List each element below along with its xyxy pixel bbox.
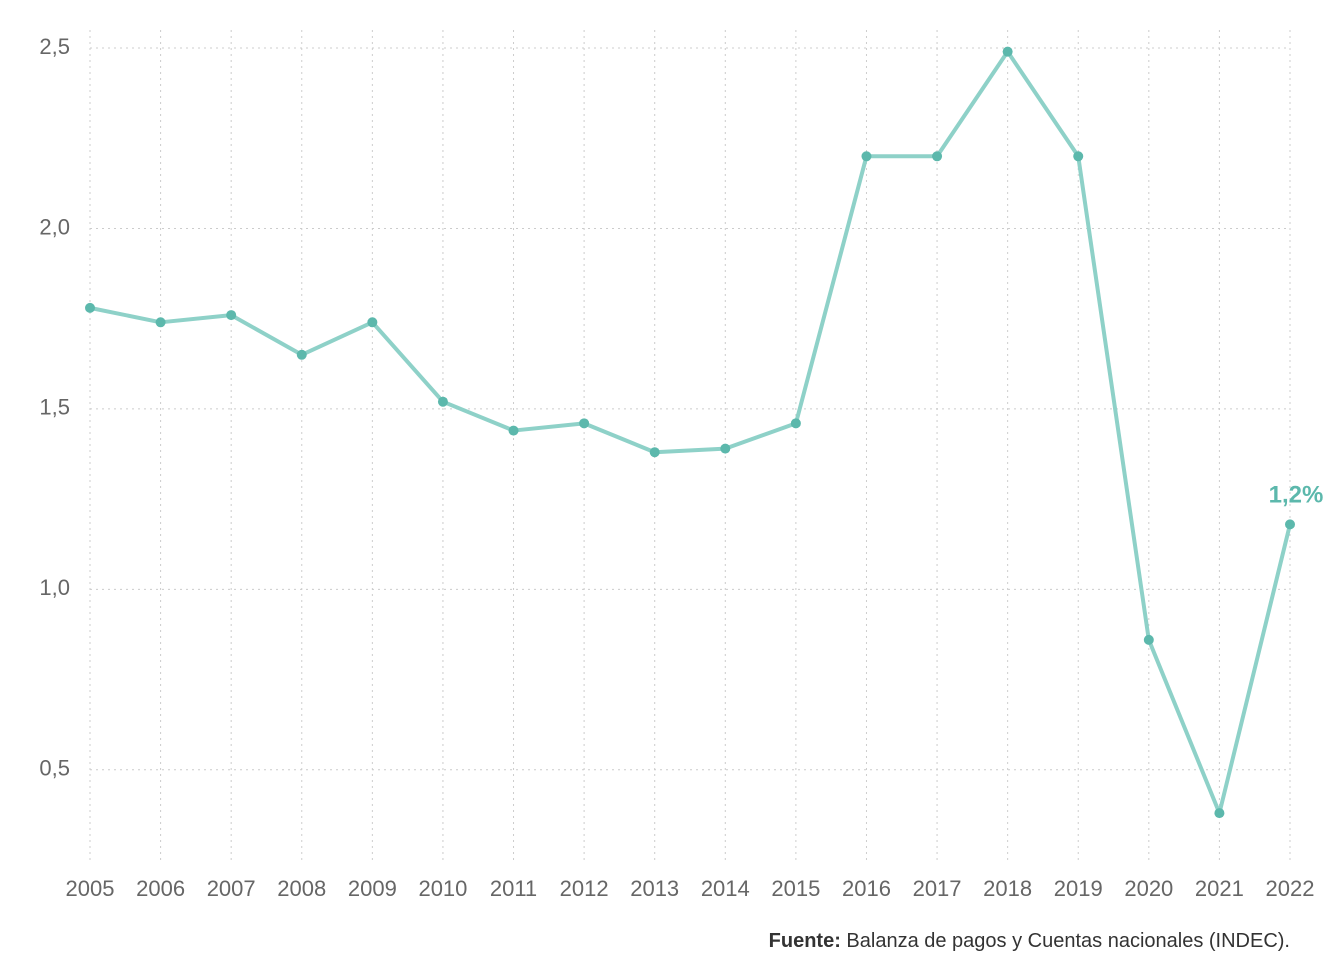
data-point: [932, 151, 942, 161]
x-tick-label: 2022: [1266, 876, 1315, 901]
source-value: Balanza de pagos y Cuentas nacionales (I…: [841, 930, 1290, 952]
x-tick-label: 2012: [560, 876, 609, 901]
x-tick-label: 2009: [348, 876, 397, 901]
data-point: [861, 151, 871, 161]
data-point: [438, 397, 448, 407]
series-line: [90, 52, 1290, 813]
data-point: [367, 317, 377, 327]
x-tick-label: 2007: [207, 876, 256, 901]
data-point: [297, 350, 307, 360]
x-tick-label: 2008: [277, 876, 326, 901]
chart-container: 0,5 1,0 1,5 2,0 2,5 2005 2006 2007 2008 2009 2010 2…: [0, 0, 1344, 960]
data-point: [85, 303, 95, 313]
data-point: [1214, 808, 1224, 818]
data-point: [650, 447, 660, 457]
y-tick-label: 0,5: [39, 756, 70, 781]
data-point: [156, 317, 166, 327]
source-label: Fuente:: [769, 930, 841, 952]
data-point: [1144, 635, 1154, 645]
x-tick-label: 2016: [842, 876, 891, 901]
x-tick-label: 2020: [1124, 876, 1173, 901]
data-point: [579, 418, 589, 428]
y-tick-label: 2,0: [39, 214, 70, 239]
x-tick-label: 2015: [771, 876, 820, 901]
data-point: [720, 444, 730, 454]
data-point: [1073, 151, 1083, 161]
data-point: [1285, 519, 1295, 529]
line-chart: 0,5 1,0 1,5 2,0 2,5 2005 2006 2007 2008 2009 2010 2…: [0, 0, 1344, 960]
x-tick-label: 2019: [1054, 876, 1103, 901]
source-text: Fuente: Balanza de pagos y Cuentas nacio…: [769, 930, 1290, 953]
last-value-label: 1,2%: [1269, 481, 1324, 508]
x-tick-label: 2017: [913, 876, 962, 901]
data-point: [1003, 47, 1013, 57]
x-tick-label: 2021: [1195, 876, 1244, 901]
data-point: [509, 426, 519, 436]
x-tick-label: 2011: [490, 876, 537, 901]
y-tick-label: 1,0: [39, 575, 70, 600]
data-point: [791, 418, 801, 428]
x-tick-label: 2010: [418, 876, 467, 901]
y-tick-label: 2,5: [39, 34, 70, 59]
y-tick-label: 1,5: [39, 395, 70, 420]
data-point: [226, 310, 236, 320]
x-tick-label: 2005: [66, 876, 115, 901]
x-tick-label: 2013: [630, 876, 679, 901]
x-tick-label: 2006: [136, 876, 185, 901]
x-tick-label: 2018: [983, 876, 1032, 901]
x-tick-label: 2014: [701, 876, 750, 901]
